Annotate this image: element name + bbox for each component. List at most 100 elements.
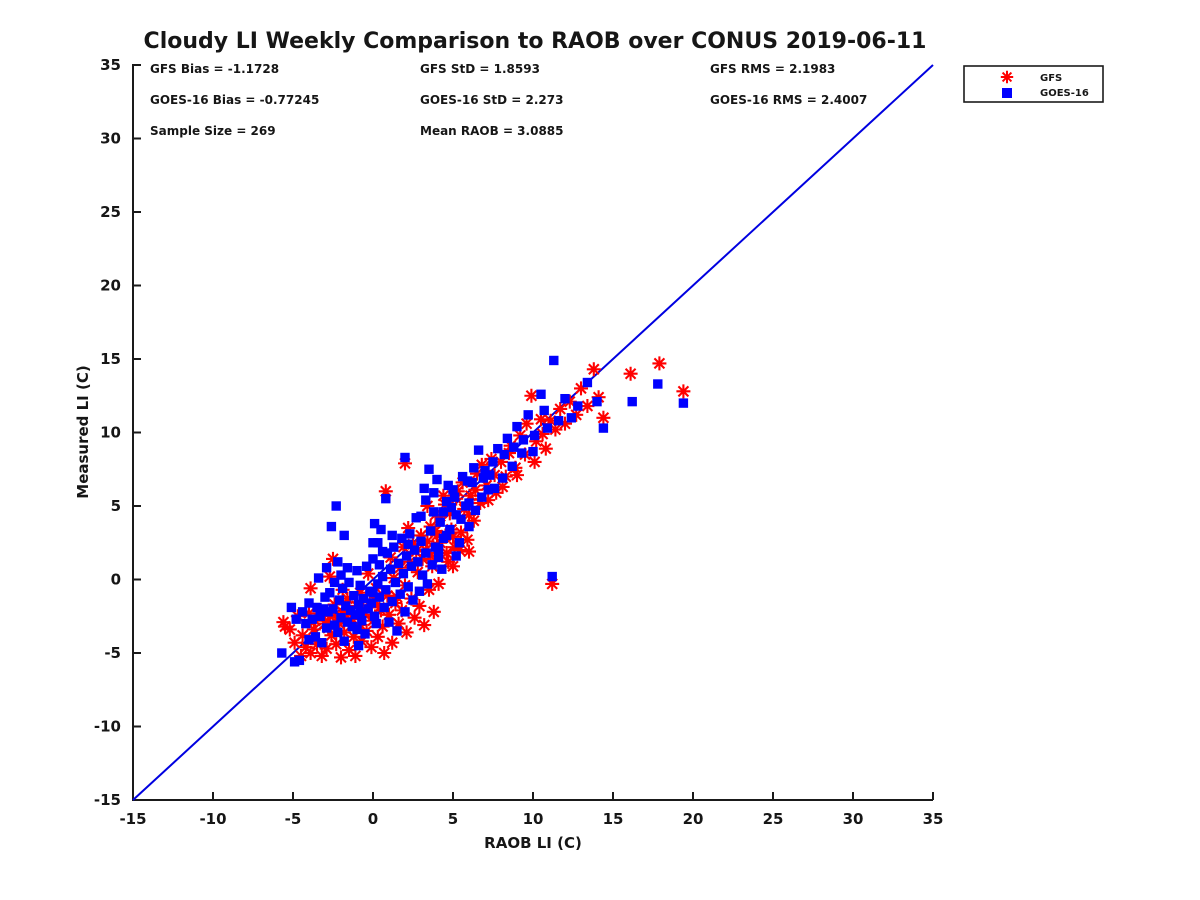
goes16-point: [376, 524, 386, 535]
goes16-point: [493, 443, 503, 454]
y-tick-label: 10: [100, 424, 121, 442]
goes16-point: [321, 623, 332, 633]
goes16-point: [424, 464, 434, 474]
goes16-point: [480, 466, 490, 476]
goes16-point: [291, 614, 301, 624]
goes16-point: [371, 618, 381, 629]
gfs-point: [399, 625, 414, 640]
goes16-point: [451, 551, 461, 561]
gfs-point: [370, 629, 385, 644]
goes16-point: [313, 573, 324, 583]
goes16-point: [582, 377, 593, 388]
gfs-point: [470, 466, 484, 481]
gfs-point: [446, 529, 460, 544]
goes16-point: [333, 627, 343, 638]
gfs-point: [342, 643, 356, 658]
goes16-point: [451, 510, 461, 520]
legend-label-gfs: GFS: [1040, 73, 1062, 84]
y-tick-label: -10: [94, 718, 121, 736]
y-tick-label: 0: [111, 571, 121, 589]
goes16-point: [336, 570, 346, 580]
goes16-point: [398, 568, 409, 579]
gfs-point: [375, 619, 390, 634]
goes16-point: [297, 607, 308, 617]
gfs-point: [436, 488, 451, 503]
goes16-point: [381, 493, 391, 504]
goes16-scatter-series: [277, 355, 689, 667]
goes16-point: [573, 401, 583, 411]
gfs-point: [538, 441, 553, 456]
goes16-point: [422, 579, 433, 589]
gfs-point: [415, 551, 430, 566]
gfs-point: [282, 622, 297, 637]
y-tick-label: 20: [100, 277, 121, 295]
goes16-point: [304, 598, 314, 608]
goes16-point: [352, 565, 362, 576]
goes16-point: [379, 602, 389, 613]
goes16-point: [363, 604, 373, 614]
y-tick-label: -15: [94, 791, 121, 809]
goes16-point: [413, 557, 423, 567]
goes16-point: [385, 564, 396, 574]
goes16-point: [485, 470, 495, 480]
gfs-point: [276, 615, 291, 630]
stat-annotation: GOES-16 Bias = -0.77245: [150, 93, 319, 107]
gfs-point: [450, 484, 465, 499]
goes16-point: [456, 514, 466, 524]
x-tick-label: 0: [368, 810, 378, 828]
y-tick-label: 35: [100, 56, 121, 74]
gfs-point: [303, 581, 318, 596]
goes16-point: [592, 396, 602, 407]
goes16-point: [403, 539, 413, 549]
gfs-point: [510, 468, 524, 483]
goes16-point: [321, 563, 332, 573]
goes16-point: [400, 452, 410, 463]
goes16-point: [352, 624, 362, 635]
y-tick-label: 25: [100, 203, 121, 221]
gfs-point: [473, 496, 488, 511]
goes16-point: [368, 538, 378, 548]
chart-title: Cloudy LI Weekly Comparison to RAOB over…: [144, 29, 927, 54]
x-tick-label: 5: [448, 810, 458, 828]
gfs-point: [562, 394, 577, 409]
goes16-point: [429, 488, 439, 498]
gfs-point: [346, 629, 361, 644]
goes16-point: [353, 640, 364, 651]
goes16-point: [446, 502, 457, 513]
goes16-point: [528, 446, 538, 457]
goes16-point: [350, 610, 361, 620]
goes16-point: [387, 530, 397, 541]
goes16-point: [277, 648, 287, 658]
x-axis-label: RAOB LI (C): [484, 834, 582, 852]
stat-annotation: GOES-16 RMS = 2.4007: [710, 93, 867, 107]
goes16-point: [653, 379, 663, 389]
goes16-point: [320, 592, 330, 602]
gfs-point: [324, 628, 339, 643]
stat-annotation: GFS RMS = 2.1983: [710, 62, 835, 76]
gfs-point: [398, 456, 412, 471]
goes16-point: [361, 561, 372, 571]
goes16-point: [325, 588, 335, 598]
goes16-point: [318, 604, 329, 614]
gfs-point: [545, 576, 560, 591]
goes16-point: [512, 421, 522, 432]
gfs-point: [524, 388, 539, 403]
goes16-point: [357, 615, 367, 626]
gfs-point: [535, 426, 550, 441]
gfs-point: [302, 606, 316, 621]
gfs-point: [410, 565, 425, 580]
goes16-point: [464, 498, 474, 508]
gfs-point: [462, 507, 476, 522]
gfs-point: [420, 534, 435, 549]
goes16-point: [627, 396, 637, 407]
goes16-point: [477, 492, 487, 502]
goes16-point: [509, 442, 519, 452]
gfs-point: [329, 637, 344, 652]
gfs-point: [378, 484, 393, 499]
goes16-point: [286, 602, 297, 613]
x-tick-label: 30: [843, 810, 864, 828]
goes16-point: [445, 524, 455, 535]
goes16-point: [390, 577, 401, 588]
goes16-point: [368, 588, 378, 598]
